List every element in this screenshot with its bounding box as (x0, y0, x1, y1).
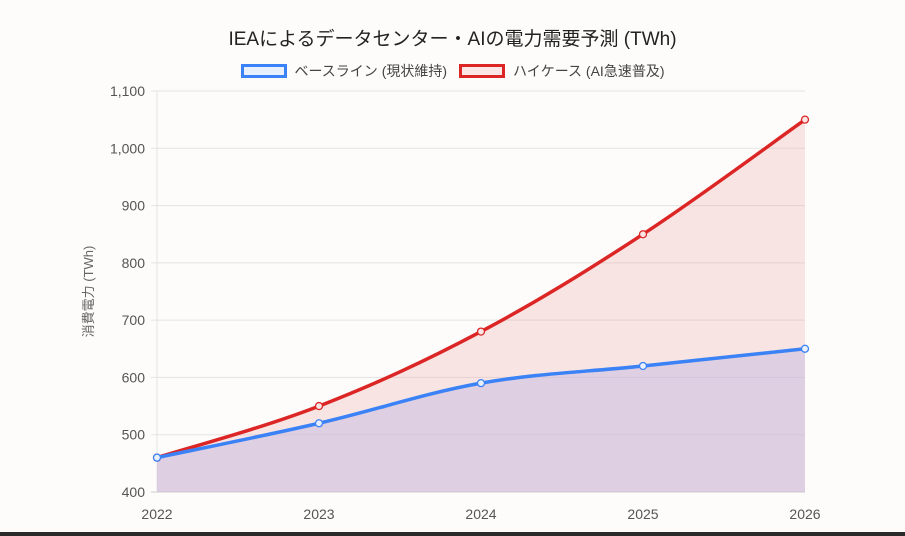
legend: ベースライン (現状維持) ハイケース (AI急速普及) (0, 61, 905, 81)
data-point (800, 344, 810, 353)
y-tick-label: 800 (122, 255, 146, 271)
y-tick-label: 900 (122, 198, 146, 214)
y-tick-label: 400 (122, 484, 146, 500)
x-tick-label: 2023 (303, 506, 334, 522)
y-tick-label: 1,100 (110, 83, 145, 99)
data-point (476, 327, 486, 336)
legend-item-high-case[interactable]: ハイケース (AI急速普及) (459, 61, 664, 81)
bottom-bar (0, 532, 905, 536)
data-point (638, 361, 648, 371)
data-point (638, 230, 648, 239)
legend-swatch-high-case (459, 64, 506, 78)
data-point (476, 379, 486, 388)
area-fill (157, 348, 805, 492)
data-point (314, 419, 324, 428)
x-tick-label: 2026 (789, 506, 820, 522)
x-tick-label: 2024 (465, 506, 496, 522)
y-tick-label: 600 (122, 369, 146, 385)
x-tick-label: 2022 (141, 506, 172, 522)
data-point (800, 115, 810, 124)
y-tick-label: 1,000 (110, 140, 145, 156)
legend-label-baseline: ベースライン (現状維持) (294, 63, 448, 79)
chart-title: IEAによるデータセンター・AIの電力需要予測 (TWh) (228, 29, 677, 50)
y-axis-title: 消費電力 (TWh) (81, 246, 96, 338)
legend-swatch-baseline (240, 64, 287, 78)
data-point (314, 401, 324, 411)
y-tick-label: 700 (122, 312, 146, 328)
legend-label-high-case: ハイケース (AI急速普及) (513, 63, 665, 79)
y-tick-label: 500 (122, 427, 146, 443)
data-point (152, 453, 162, 462)
x-tick-label: 2025 (627, 506, 658, 522)
legend-item-baseline[interactable]: ベースライン (現状維持) (240, 61, 448, 81)
